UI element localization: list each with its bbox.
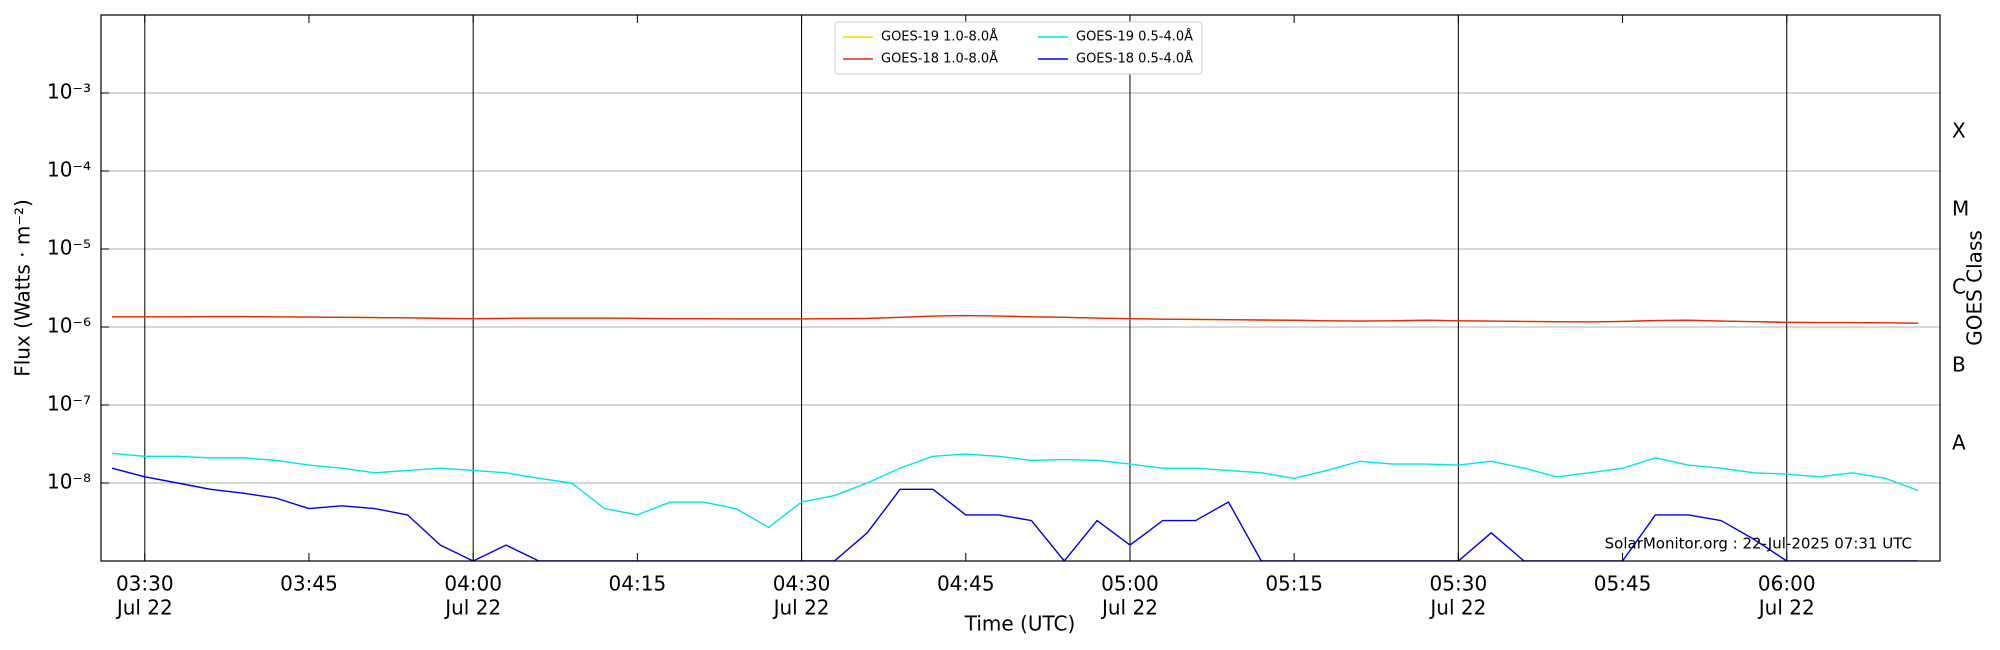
y2-tick-label: A <box>1952 431 1966 455</box>
y-axis-label: Flux (Watts · m⁻²) <box>11 199 35 377</box>
legend-label: GOES-18 1.0-8.0Å <box>881 51 998 67</box>
x-tick-date: Jul 22 <box>1757 596 1815 620</box>
legend-label: GOES-19 0.5-4.0Å <box>1076 29 1193 45</box>
x-tick-date: Jul 22 <box>1100 596 1158 620</box>
y-tick-label: 10⁻⁵ <box>47 236 91 260</box>
x-tick-label: 04:00 <box>444 572 502 596</box>
x-tick-date: Jul 22 <box>443 596 501 620</box>
y-tick-label: 10⁻⁸ <box>47 470 91 494</box>
x-tick-label: 05:00 <box>1101 572 1159 596</box>
series-line <box>111 314 1919 324</box>
y2-axis-label: GOES Class <box>1963 230 1987 346</box>
grid <box>101 15 1940 561</box>
legend-label: GOES-19 1.0-8.0Å <box>881 29 998 45</box>
y-tick-label: 10⁻⁷ <box>47 392 91 416</box>
x-tick-label: 05:30 <box>1430 572 1488 596</box>
series-line <box>111 452 1919 529</box>
legend-label: GOES-18 0.5-4.0Å <box>1076 51 1193 67</box>
legend: GOES-19 1.0-8.0Å GOES-18 1.0-8.0Å GOES-19 … <box>834 21 1203 75</box>
legend-box <box>834 21 1203 75</box>
y-tick-label: 10⁻⁶ <box>47 314 91 338</box>
y2-tick-label: B <box>1952 353 1966 377</box>
plot-frame <box>100 14 1941 562</box>
y2-tick-label: X <box>1952 119 1966 143</box>
x-tick-date: Jul 22 <box>1428 596 1486 620</box>
y-tick-label: 10⁻³ <box>47 80 91 104</box>
x-tick-label: 05:45 <box>1594 572 1652 596</box>
y2-tick-label: C <box>1952 275 1966 299</box>
x-tick-label: 03:30 <box>116 572 174 596</box>
annotation: SolarMonitor.org : 22-Jul-2025 07:31 UTC <box>1605 535 1912 553</box>
x-tick-label: 06:00 <box>1758 572 1816 596</box>
y2-tick-label: M <box>1952 197 1969 221</box>
x-tick-label: 05:15 <box>1265 572 1323 596</box>
plot-lines <box>111 314 1919 561</box>
x-axis-label: Time (UTC) <box>964 612 1076 636</box>
x-tick-date: Jul 22 <box>115 596 173 620</box>
series-line <box>111 467 1919 561</box>
x-tick-label: 04:15 <box>609 572 667 596</box>
x-tick-label: 04:45 <box>937 572 995 596</box>
x-tick-label: 03:45 <box>280 572 338 596</box>
x-tick-label: 04:30 <box>773 572 831 596</box>
y-tick-label: 10⁻⁴ <box>47 158 91 182</box>
x-tick-date: Jul 22 <box>772 596 830 620</box>
